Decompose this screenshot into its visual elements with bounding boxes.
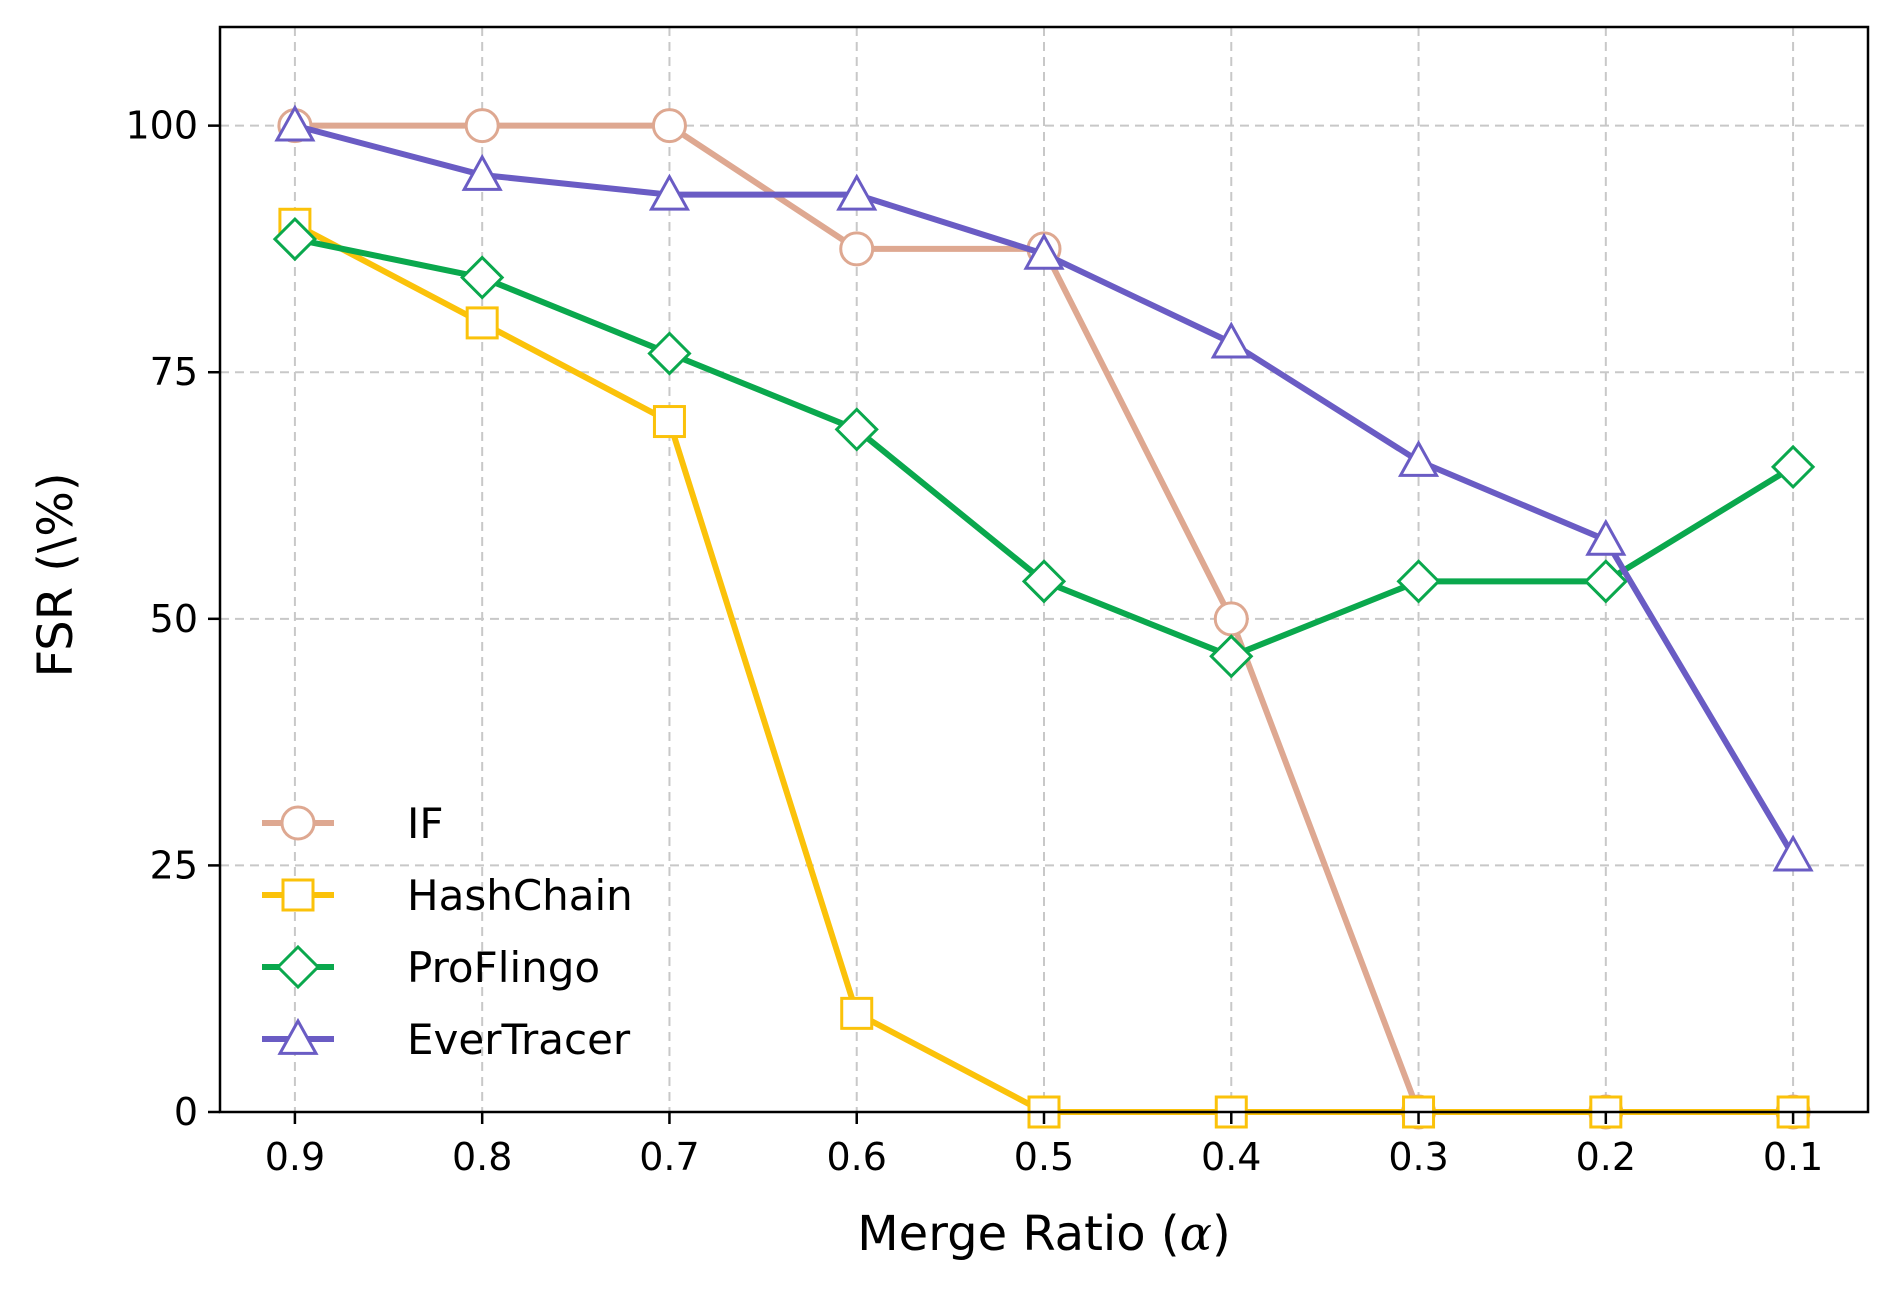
legend-marker-evertracer [277,1017,319,1055]
data-point-proflingo [1396,559,1441,604]
x-tick-label: 0.5 [1014,1135,1074,1179]
data-point-evertracer [648,173,691,211]
data-point-evertracer [1772,834,1814,872]
legend-marker-proflingo [275,944,321,990]
data-point-evertracer [836,173,878,211]
legend-item-proflingo: ProFlingo [262,943,600,992]
data-point-proflingo [834,407,879,452]
legend-label-evertracer: EverTracer [407,1015,631,1064]
data-point-hashchain [652,405,686,439]
data-point-if [464,108,500,144]
data-point-evertracer [1210,321,1252,359]
x-tick-label: 0.8 [452,1135,512,1179]
series-evertracer [274,104,1814,872]
legend-item-hashchain: HashChain [262,871,633,920]
y-tick-label: 75 [150,350,198,394]
data-point-proflingo [647,331,692,376]
y-tick-label: 25 [150,843,198,887]
data-point-if [651,108,687,144]
legend-label-proflingo: ProFlingo [407,943,600,992]
legend-label-hashchain: HashChain [407,871,633,920]
data-point-hashchain [840,996,874,1030]
x-tick-label: 0.2 [1576,1135,1636,1179]
x-tick-label: 0.9 [265,1135,325,1179]
x-axis-label-symbol: α [1180,1206,1212,1262]
x-tick-label: 0.4 [1201,1135,1261,1179]
legend-marker-if [280,805,316,841]
x-axis-label: Merge Ratio (α) [857,1206,1230,1262]
y-tick-label: 100 [125,104,198,148]
data-point-evertracer [1023,232,1065,270]
legend-label-if: IF [407,799,444,848]
legend-marker-hashchain [281,878,315,912]
x-tick-label: 0.1 [1763,1135,1823,1179]
x-axis-label-close: ) [1212,1206,1231,1262]
axis-ticks: 0.9 0.8 0.7 0.6 0.5 0.4 0.3 0.2 0.1 0 25 50 75 100 [125,104,1823,1179]
legend: IF HashChain ProFlingo EverTracer [262,799,633,1064]
data-point-proflingo [1021,559,1067,604]
x-axis-label-text: Merge Ratio ( [857,1206,1179,1262]
data-point-proflingo [1583,559,1628,604]
data-point-proflingo [1209,634,1254,679]
x-tick-label: 0.3 [1388,1135,1448,1179]
data-point-evertracer [1585,518,1627,556]
data-point-proflingo [460,255,505,300]
data-point-hashchain [465,306,499,340]
legend-item-if: IF [262,799,444,848]
y-tick-label: 0 [174,1090,198,1134]
legend-item-evertracer: EverTracer [262,1015,631,1064]
x-tick-label: 0.6 [827,1135,887,1179]
data-point-if [839,231,875,267]
data-point-if [1213,601,1249,637]
y-tick-label: 50 [150,597,198,641]
x-tick-label: 0.7 [639,1135,699,1179]
data-point-proflingo [272,216,318,262]
data-point-evertracer [461,153,503,191]
data-point-evertracer [274,104,316,142]
y-axis-label: FSR (\%) [28,472,84,677]
series-proflingo [272,216,1816,679]
data-point-evertracer [1397,439,1440,477]
data-point-proflingo [1770,444,1816,490]
